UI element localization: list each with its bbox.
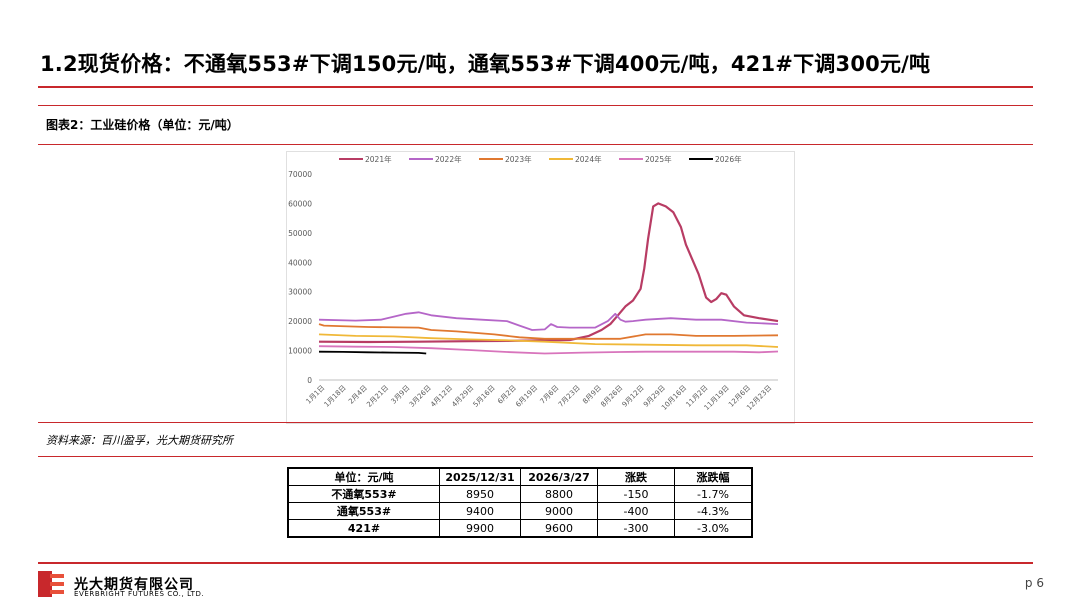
table-cell: -3.0% xyxy=(674,519,753,538)
brand-name-en: EVERBRIGHT FUTURES CO., LTD. xyxy=(74,590,205,598)
table-header-date2: 2026/3/27 xyxy=(520,467,598,486)
legend-label: 2023年 xyxy=(505,154,532,164)
page-title: 1.2现货价格：不通氧553#下调150元/吨，通氧553#下调400元/吨，4… xyxy=(40,52,931,76)
chart-svg: 0100002000030000400005000060000700001月1日… xyxy=(288,154,779,412)
table-cell: 8950 xyxy=(439,485,521,503)
table-header-row: 单位：元/吨 2025/12/31 2026/3/27 涨跌 涨跌幅 xyxy=(287,467,753,486)
source-top-rule xyxy=(38,422,1033,423)
table-cell: 9600 xyxy=(520,519,598,538)
legend-label: 2024年 xyxy=(575,154,602,164)
table-header-date1: 2025/12/31 xyxy=(439,467,521,486)
legend-label: 2021年 xyxy=(365,154,392,164)
y-tick-label: 40000 xyxy=(288,258,312,267)
table-cell: 9400 xyxy=(439,502,521,520)
table-cell: -300 xyxy=(597,519,675,538)
table-cell: -400 xyxy=(597,502,675,520)
table-header-change: 涨跌 xyxy=(597,467,675,486)
table-cell: 421# xyxy=(287,519,440,538)
x-tick-label: 2月21日 xyxy=(365,384,390,409)
x-tick-label: 4月12日 xyxy=(429,384,454,409)
series-line xyxy=(318,333,779,348)
legend-label: 2026年 xyxy=(715,154,742,164)
series-line xyxy=(318,311,779,331)
table-cell: 不通氧553# xyxy=(287,485,440,503)
y-tick-label: 30000 xyxy=(288,288,312,297)
table-cell: 通氧553# xyxy=(287,502,440,520)
y-tick-label: 0 xyxy=(307,376,312,385)
figure-top-rule xyxy=(38,105,1033,106)
source-note: 资料来源：百川盈孚，光大期货研究所 xyxy=(46,434,233,447)
series-line xyxy=(318,323,779,340)
series-line xyxy=(318,202,779,344)
x-tick-label: 6月19日 xyxy=(514,384,539,409)
x-tick-label: 1月18日 xyxy=(323,384,348,409)
table-cell: 9000 xyxy=(520,502,598,520)
x-tick-label: 3月26日 xyxy=(408,384,433,409)
legend-label: 2022年 xyxy=(435,154,462,164)
x-tick-label: 9月12日 xyxy=(621,384,646,409)
y-tick-label: 60000 xyxy=(288,199,312,208)
table-cell: 8800 xyxy=(520,485,598,503)
page-number: p 6 xyxy=(1024,576,1044,590)
table-cell: -150 xyxy=(597,485,675,503)
y-tick-label: 10000 xyxy=(288,347,312,356)
x-tick-label: 4月29日 xyxy=(450,384,475,409)
table-row: 421# 9900 9600 -300 -3.0% xyxy=(287,519,753,538)
title-divider xyxy=(38,86,1033,88)
source-bottom-rule xyxy=(38,456,1033,457)
y-tick-label: 50000 xyxy=(288,229,312,238)
table-cell: 9900 xyxy=(439,519,521,538)
brand-name-cn: 光大期货有限公司 xyxy=(74,577,194,593)
figure-label-rule xyxy=(38,144,1033,145)
y-tick-label: 70000 xyxy=(288,170,312,179)
table-header-unit: 单位：元/吨 xyxy=(287,467,440,486)
everbright-logo-icon xyxy=(38,571,64,597)
table-cell: -4.3% xyxy=(674,502,753,520)
figure-label: 图表2：工业硅价格（单位：元/吨） xyxy=(46,118,239,132)
price-table: 单位：元/吨 2025/12/31 2026/3/27 涨跌 涨跌幅 不通氧55… xyxy=(287,467,753,538)
x-tick-label: 5月16日 xyxy=(472,384,497,409)
x-tick-label: 7月23日 xyxy=(557,384,582,409)
footer-divider xyxy=(38,562,1033,564)
series-line xyxy=(318,345,779,355)
x-tick-label: 8月26日 xyxy=(599,384,624,409)
y-tick-label: 20000 xyxy=(288,317,312,326)
series-line xyxy=(318,350,427,355)
table-header-change-pct: 涨跌幅 xyxy=(674,467,753,486)
table-row: 通氧553# 9400 9000 -400 -4.3% xyxy=(287,502,753,520)
price-chart: 0 10000 20000 30000 40000 50000 60000 70000 1月1日… xyxy=(286,151,795,424)
table-cell: -1.7% xyxy=(674,485,753,503)
table-row: 不通氧553# 8950 8800 -150 -1.7% xyxy=(287,485,753,503)
legend-label: 2025年 xyxy=(645,154,672,164)
